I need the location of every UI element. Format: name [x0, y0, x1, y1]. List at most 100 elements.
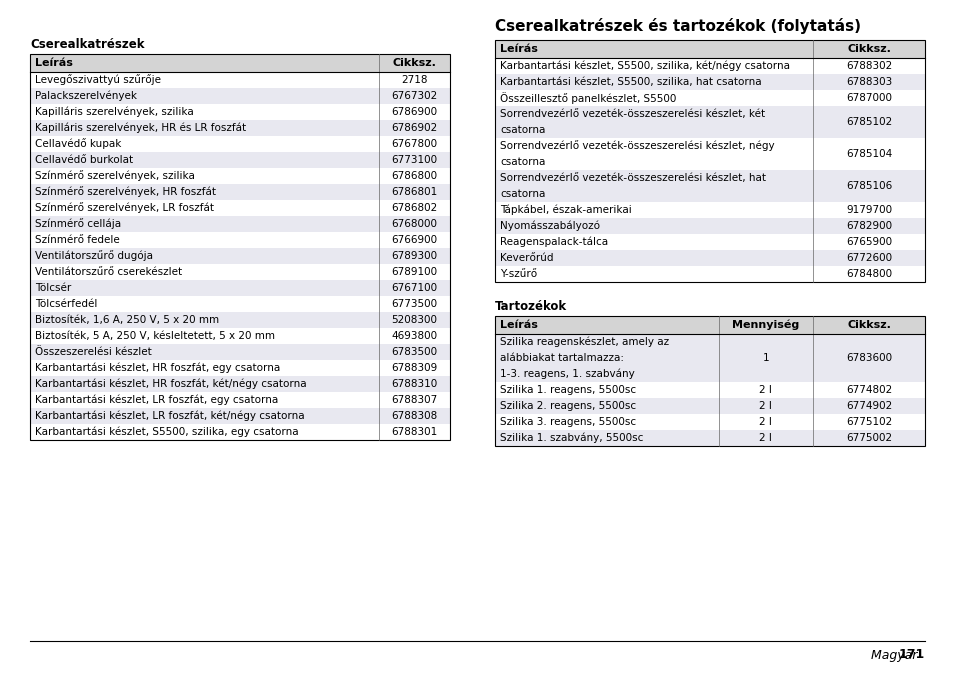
Bar — [30, 120, 450, 136]
Bar — [495, 74, 924, 90]
Text: 6785102: 6785102 — [845, 117, 891, 127]
Text: Ventilátorszűrő cserekészlet: Ventilátorszűrő cserekészlet — [35, 267, 182, 277]
Text: 5208300: 5208300 — [391, 315, 436, 325]
Text: Cellavédő burkolat: Cellavédő burkolat — [35, 155, 133, 165]
Bar — [30, 296, 450, 312]
Text: 2 l: 2 l — [759, 417, 772, 427]
Text: Kapilláris szerelvények, HR és LR foszfát: Kapilláris szerelvények, HR és LR foszfá… — [35, 122, 246, 133]
Text: Leírás: Leírás — [499, 320, 537, 330]
Text: Magyar: Magyar — [870, 649, 924, 662]
Text: Színmérő szerelvények, szilika: Színmérő szerelvények, szilika — [35, 170, 194, 182]
Bar — [30, 408, 450, 424]
Bar — [30, 328, 450, 344]
Bar — [30, 184, 450, 200]
Bar — [495, 382, 924, 398]
Bar — [30, 424, 450, 440]
Bar — [30, 360, 450, 376]
Text: 6775102: 6775102 — [845, 417, 891, 427]
Bar — [30, 72, 450, 88]
Text: Mennyiség: Mennyiség — [732, 320, 799, 330]
Text: Színmérő szerelvények, HR foszfát: Színmérő szerelvények, HR foszfát — [35, 186, 215, 197]
Text: 1: 1 — [761, 353, 768, 363]
Text: Szilika reagenskészlet, amely az: Szilika reagenskészlet, amely az — [499, 336, 668, 347]
Text: Reagenspalack-tálca: Reagenspalack-tálca — [499, 237, 607, 247]
Bar — [30, 216, 450, 232]
Text: Szilika 1. reagens, 5500sc: Szilika 1. reagens, 5500sc — [499, 385, 636, 395]
Bar — [495, 316, 924, 446]
Text: Cikksz.: Cikksz. — [846, 44, 890, 54]
Text: 6782900: 6782900 — [845, 221, 891, 231]
Bar — [30, 344, 450, 360]
Text: csatorna: csatorna — [499, 189, 545, 199]
Text: 6786902: 6786902 — [391, 123, 437, 133]
Text: Színmérő fedele: Színmérő fedele — [35, 235, 120, 245]
Text: 2 l: 2 l — [759, 401, 772, 411]
Text: Leírás: Leírás — [35, 58, 72, 68]
Bar — [495, 234, 924, 250]
Text: 6773500: 6773500 — [391, 299, 436, 309]
Text: Karbantartási készlet, LR foszfát, egy csatorna: Karbantartási készlet, LR foszfát, egy c… — [35, 395, 278, 405]
Text: 6768000: 6768000 — [391, 219, 436, 229]
Text: 6788308: 6788308 — [391, 411, 437, 421]
Text: Összeszerelési készlet: Összeszerelési készlet — [35, 347, 152, 357]
Text: Cellavédő kupak: Cellavédő kupak — [35, 139, 121, 149]
Text: csatorna: csatorna — [499, 157, 545, 167]
Text: Ventilátorszűrő dugója: Ventilátorszűrő dugója — [35, 250, 152, 262]
Text: Karbantartási készlet, HR foszfát, egy csatorna: Karbantartási készlet, HR foszfát, egy c… — [35, 363, 280, 374]
Bar — [495, 414, 924, 430]
Bar — [495, 266, 924, 282]
Text: csatorna: csatorna — [499, 125, 545, 135]
Text: 171: 171 — [898, 649, 924, 662]
Text: Cserealkatrészek és tartozékok (folytatás): Cserealkatrészek és tartozékok (folytatá… — [495, 18, 861, 34]
Text: 6788309: 6788309 — [391, 363, 437, 373]
Text: Palackszerelvények: Palackszerelvények — [35, 91, 137, 101]
Text: Karbantartási készlet, S5500, szilika, hat csatorna: Karbantartási készlet, S5500, szilika, h… — [499, 77, 760, 87]
Bar — [495, 334, 924, 382]
Text: 6773100: 6773100 — [391, 155, 436, 165]
Text: Y-szűrő: Y-szűrő — [499, 269, 537, 279]
Text: Tápkábel, észak-amerikai: Tápkábel, észak-amerikai — [499, 205, 631, 215]
Text: Tartozékok: Tartozékok — [495, 300, 566, 313]
Bar — [495, 106, 924, 138]
Text: 6786802: 6786802 — [391, 203, 437, 213]
Bar — [495, 398, 924, 414]
Bar — [495, 40, 924, 282]
Bar — [495, 170, 924, 202]
Bar — [30, 104, 450, 120]
Text: Cserealkatrészek: Cserealkatrészek — [30, 38, 144, 51]
Text: 6786800: 6786800 — [391, 171, 436, 181]
Text: 2718: 2718 — [400, 75, 427, 85]
Bar — [30, 280, 450, 296]
Text: Tölcsér: Tölcsér — [35, 283, 71, 293]
Text: 6788303: 6788303 — [845, 77, 891, 87]
Bar — [30, 200, 450, 216]
Bar — [495, 58, 924, 74]
Text: 6767800: 6767800 — [391, 139, 436, 149]
Text: 6785106: 6785106 — [845, 181, 891, 191]
Text: Sorrendvezérlő vezeték-összeszerelési készlet, két: Sorrendvezérlő vezeték-összeszerelési ké… — [499, 109, 764, 119]
Text: 6788301: 6788301 — [391, 427, 437, 437]
Text: 6789100: 6789100 — [391, 267, 436, 277]
Text: 6772600: 6772600 — [845, 253, 891, 263]
Bar — [30, 312, 450, 328]
Text: 6788307: 6788307 — [391, 395, 437, 405]
Bar — [30, 152, 450, 168]
Text: 6786801: 6786801 — [391, 187, 437, 197]
Text: Karbantartási készlet, LR foszfát, két/négy csatorna: Karbantartási készlet, LR foszfát, két/n… — [35, 411, 304, 421]
Text: Cikksz.: Cikksz. — [392, 58, 436, 68]
Text: Keverőrúd: Keverőrúd — [499, 253, 553, 263]
Text: Biztosíték, 1,6 A, 250 V, 5 x 20 mm: Biztosíték, 1,6 A, 250 V, 5 x 20 mm — [35, 315, 219, 325]
Bar — [495, 40, 924, 58]
Text: 1-3. reagens, 1. szabvány: 1-3. reagens, 1. szabvány — [499, 369, 634, 380]
Text: 6765900: 6765900 — [845, 237, 891, 247]
Text: Karbantartási készlet, S5500, szilika, egy csatorna: Karbantartási készlet, S5500, szilika, e… — [35, 427, 298, 437]
Bar — [30, 54, 450, 440]
Text: Tölcsérfedél: Tölcsérfedél — [35, 299, 97, 309]
Text: 6767100: 6767100 — [391, 283, 436, 293]
Text: 9179700: 9179700 — [845, 205, 891, 215]
Text: 6787000: 6787000 — [845, 93, 891, 103]
Text: 6766900: 6766900 — [391, 235, 436, 245]
Text: 6789300: 6789300 — [391, 251, 436, 261]
Bar — [495, 316, 924, 334]
Bar — [30, 54, 450, 72]
